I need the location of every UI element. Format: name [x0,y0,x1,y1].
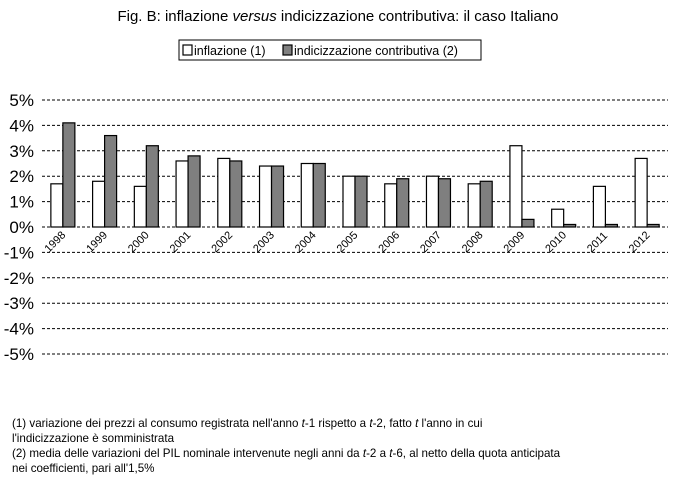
y-tick-label: -2% [4,269,34,288]
bar-indicizzazione-2012 [646,223,660,228]
bar-inflazione-2000 [133,185,147,228]
bar-inflazione-1998 [50,183,64,228]
x-tick-label: 2002 [209,229,235,255]
y-tick-label: -1% [4,243,34,262]
bar-indicizzazione-2004 [312,162,326,228]
y-tick-label: 0% [9,218,34,237]
bar-inflazione-2006 [384,183,398,228]
y-tick-label: 3% [9,142,34,161]
x-tick-label: 2001 [168,229,194,255]
y-tick-label: 5% [9,91,34,110]
bar-inflazione-2010 [551,208,565,228]
x-tick-label: 2003 [251,229,277,255]
bar-indicizzazione-2008 [479,180,493,228]
bar-inflazione-2004 [300,162,314,228]
bar-indicizzazione-1999 [103,134,118,228]
bar-inflazione-2007 [425,175,440,228]
chart-title: Fig. B: inflazione versus indicizzazione… [0,8,676,25]
x-tick-label: 2006 [376,229,402,255]
bar-inflazione-2012 [634,157,648,228]
bar-indicizzazione-2011 [604,223,619,228]
bar-chart: 5% 4% 3% 2% 1% 0% -1% -2% -3% -4% -5% 1998 1999 2000 2… [4,39,668,364]
y-tick-label: -5% [4,345,34,364]
bar-indicizzazione-2001 [187,155,201,228]
bar-inflazione-2009 [509,145,523,228]
x-tick-label: 2000 [126,229,152,255]
footnotes: (1) variazione dei prezzi al consumo reg… [12,416,672,476]
x-tick-label: 2008 [460,229,486,255]
bar-indicizzazione-2003 [270,165,285,228]
bar-inflazione-2008 [467,183,481,228]
bar-indicizzazione-2005 [354,175,368,228]
x-tick-label: 2011 [585,230,610,255]
footnote-2: (2) media delle variazioni del PIL nomin… [12,447,561,475]
bar-inflazione-1999 [91,180,106,228]
y-tick-label: -3% [4,294,34,313]
legend-box [178,39,482,61]
bar-indicizzazione-2006 [396,178,410,228]
bar-indicizzazione-2002 [229,160,243,228]
bar-inflazione-2001 [175,160,189,228]
y-tick-label: 4% [9,116,34,135]
bar-inflazione-2003 [258,165,273,228]
chart-title-emphasis: versus [232,8,277,25]
x-tick-label: 2012 [627,229,653,255]
chart-title-prefix: Fig. B: inflazione [117,8,229,25]
bar-indicizzazione-2007 [437,178,452,228]
bar-indicizzazione-2009 [521,218,535,228]
x-tick-label: 2005 [335,229,361,255]
footnote-1: (1) variazione dei prezzi al consumo reg… [12,417,483,445]
bar-inflazione-2002 [217,157,231,228]
legend-swatch-indicizzazione [282,44,293,56]
bar-inflazione-2011 [592,185,607,228]
bar-indicizzazione-1998 [62,122,76,228]
bar-inflazione-2005 [342,175,356,228]
x-tick-label: 1998 [43,229,69,255]
bar-indicizzazione-2000 [145,145,159,228]
legend-label-indicizzazione: indicizzazione contributiva (2) [294,44,458,58]
bar-indicizzazione-2010 [563,223,577,228]
x-tick-label: 2009 [502,229,528,255]
y-tick-label: 1% [9,193,34,212]
legend-swatch-inflazione [182,44,193,56]
y-tick-label: -4% [4,320,34,339]
x-tick-label: 2010 [543,229,569,255]
chart-title-suffix: indicizzazione contributiva: il caso Ita… [280,8,559,25]
legend-label-inflazione: inflazione (1) [194,44,266,58]
y-tick-label: 2% [9,167,34,186]
x-tick-label: 2007 [418,229,444,255]
x-tick-label: 2004 [293,229,319,255]
x-tick-label: 1999 [84,229,110,255]
